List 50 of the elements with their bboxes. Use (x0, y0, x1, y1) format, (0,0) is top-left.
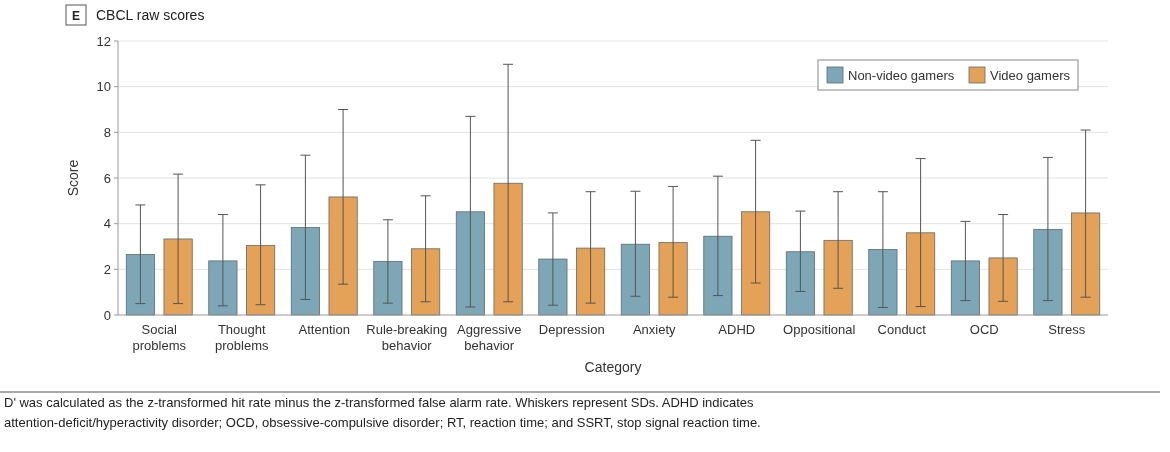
x-tick-label: Anxiety (632, 322, 677, 337)
bar (823, 239, 853, 316)
bar (868, 249, 898, 316)
bar (906, 232, 936, 316)
bar (658, 242, 688, 316)
bar (328, 196, 358, 316)
bar (576, 247, 606, 316)
chart-title: CBCL raw scores (96, 7, 205, 23)
x-axis-title: Category (584, 359, 642, 375)
bar (246, 244, 276, 316)
bar (455, 211, 485, 316)
legend-label: Non-video gamers (848, 67, 955, 83)
x-tick-label: OCD (969, 322, 999, 337)
y-tick-label: 0 (103, 307, 111, 323)
bar (950, 260, 980, 316)
y-tick-label: 2 (103, 261, 111, 277)
y-tick-label: 8 (103, 124, 111, 140)
bar (741, 211, 771, 316)
bar (785, 251, 815, 316)
bar (125, 254, 155, 316)
bar (620, 243, 650, 316)
bar (703, 235, 733, 316)
x-tick-label: Social problems (132, 322, 187, 353)
x-tick-label: Attention (298, 322, 350, 337)
x-tick-label: Thought problems (215, 322, 269, 353)
bar (1071, 212, 1101, 316)
text: E (71, 9, 81, 23)
bar (208, 260, 238, 316)
x-tick-label: Conduct (877, 322, 927, 337)
bar (290, 227, 320, 316)
y-tick-label: 12 (96, 33, 111, 49)
text: D' was calculated as the z-transformed hit rate minus the z-transformed false alarm rate. Whiskers represent SDs. ADHD indicates attention-deficit/hyperactivity disorder; OCD, obsessive-compulsive disorder; RT, reaction time; and SSRT, stop signal reaction time. (4, 395, 761, 430)
y-axis-title: Score (65, 159, 81, 197)
x-tick-label: Oppositional (783, 322, 856, 337)
y-tick-label: 6 (103, 170, 111, 186)
bar (988, 257, 1018, 316)
y-tick-label: 4 (103, 216, 111, 232)
bar (493, 182, 523, 316)
bar (373, 260, 403, 316)
x-tick-label: Rule-breaking behavior (366, 322, 448, 353)
legend-label: Video gamers (990, 67, 1071, 83)
x-tick-label: Aggressive behavior (457, 322, 522, 353)
y-tick-label: 10 (96, 79, 111, 95)
x-tick-label: Stress (1048, 322, 1086, 337)
bar (411, 248, 441, 316)
bar (538, 258, 568, 316)
bar (1033, 228, 1063, 316)
x-tick-label: Depression (538, 322, 605, 337)
x-tick-label: ADHD (718, 322, 756, 337)
bar (163, 238, 193, 316)
